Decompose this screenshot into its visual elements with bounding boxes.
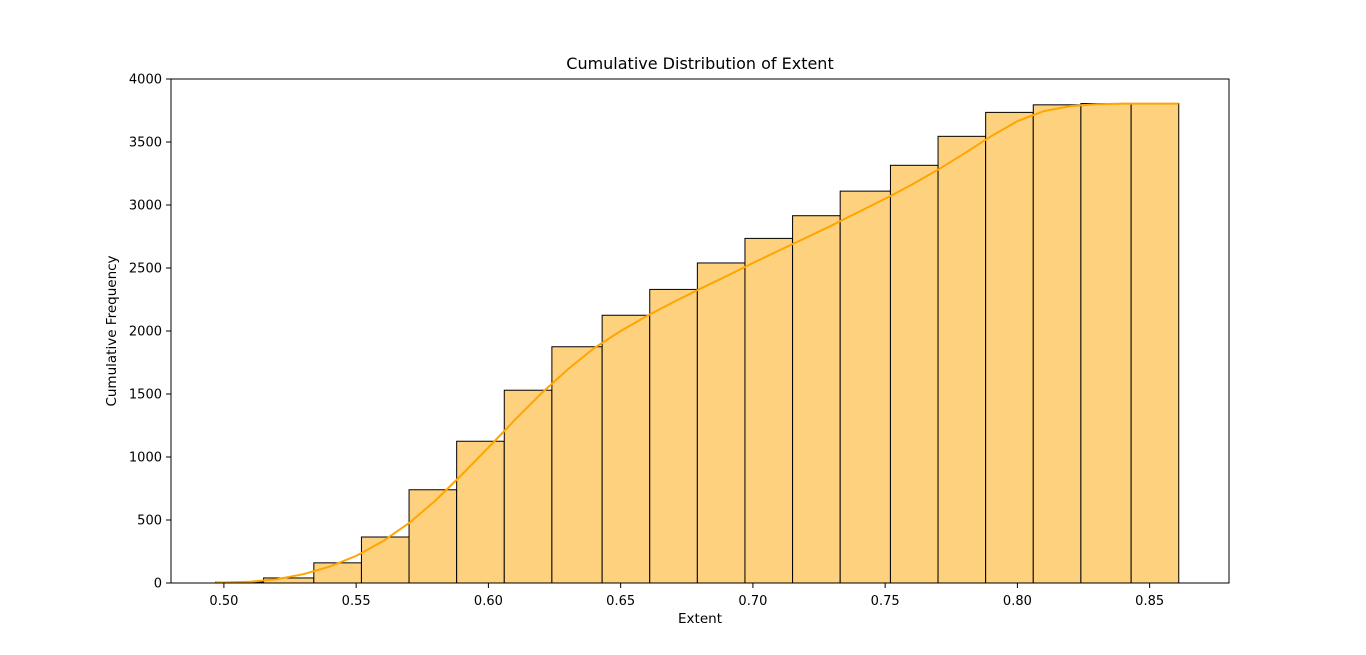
histogram-bar	[551, 346, 603, 584]
histogram-bar	[889, 164, 939, 584]
y-tick-label: 3000	[129, 199, 162, 214]
y-axis: 0 500 1000 1500 2000 2500 3000 3500 4000	[129, 73, 171, 592]
histogram-bar	[744, 237, 794, 584]
y-tick-label: 0	[154, 577, 162, 592]
histogram-bar	[1032, 104, 1082, 584]
x-tick-label: 0.75	[871, 594, 900, 609]
histogram-bar	[601, 314, 651, 584]
bars	[215, 103, 1180, 584]
histogram-bar	[1080, 103, 1132, 584]
histogram-bar	[792, 215, 841, 584]
histogram-bar	[360, 536, 410, 584]
histogram-bar	[649, 288, 698, 584]
histogram-bar	[503, 389, 553, 584]
x-axis-title: Extent	[678, 611, 722, 627]
x-axis: 0.50 0.55 0.60 0.65 0.70 0.75 0.80 0.85	[209, 583, 1164, 609]
y-tick-label: 4000	[129, 73, 162, 88]
x-tick-label: 0.85	[1135, 594, 1164, 609]
histogram-bar	[313, 562, 362, 584]
histogram-bar	[839, 190, 891, 584]
x-tick-label: 0.80	[1003, 594, 1032, 609]
histogram-bar	[408, 489, 458, 584]
y-tick-label: 3500	[129, 136, 162, 151]
histogram-bar	[456, 440, 505, 584]
histogram-bar	[1130, 103, 1180, 584]
y-tick-label: 500	[137, 514, 162, 529]
x-tick-label: 0.60	[474, 594, 503, 609]
y-tick-label: 2000	[129, 325, 162, 340]
x-tick-label: 0.55	[342, 594, 371, 609]
histogram-bar	[696, 262, 746, 584]
cumulative-kde-line	[215, 102, 1179, 584]
y-tick-label: 1000	[129, 451, 162, 466]
x-tick-label: 0.50	[209, 594, 238, 609]
y-tick-label: 2500	[129, 262, 162, 277]
chart-title: Cumulative Distribution of Extent	[566, 54, 833, 73]
y-tick-label: 1500	[129, 388, 162, 403]
x-tick-label: 0.65	[606, 594, 635, 609]
histogram-bar	[985, 111, 1034, 584]
histogram-bar	[937, 135, 987, 584]
x-tick-label: 0.70	[738, 594, 767, 609]
y-axis-title: Cumulative Frequency	[104, 255, 120, 406]
